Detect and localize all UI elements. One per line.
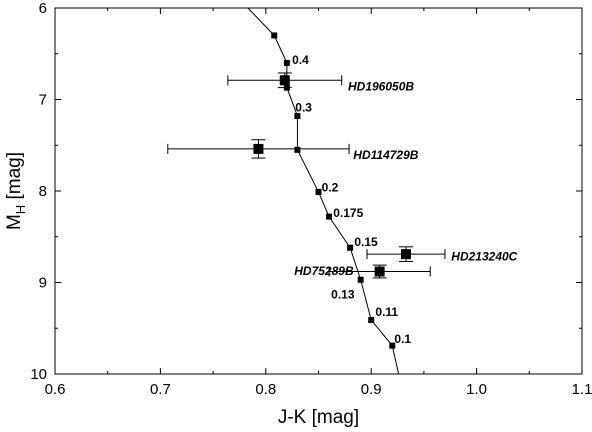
isochrone-track-points	[247, 7, 400, 375]
x-tick-label: 0.9	[361, 381, 382, 398]
mass-label: 0.2	[322, 180, 339, 194]
mass-label: 0.1	[394, 332, 411, 346]
y-axis-title-main: M	[4, 214, 25, 230]
x-tick-label: 1.1	[572, 381, 592, 398]
mass-labels: 0.4 0.3 0.2 0.175 0.15 0.13 0.11 0.1	[292, 53, 411, 346]
companion-point	[253, 143, 264, 154]
y-axis-title: MH [mag]	[4, 152, 28, 230]
track-point	[294, 146, 301, 153]
y-tick-label: 10	[30, 366, 47, 383]
y-axis-ticks: 6 7 8 9 10	[30, 0, 582, 383]
y-axis-title-unit: [mag]	[4, 152, 25, 205]
x-axis-title: J-K [mag]	[278, 407, 359, 428]
mass-label: 0.175	[333, 206, 363, 220]
companion-label: HD213240C	[451, 250, 517, 264]
track-point	[283, 59, 290, 66]
x-axis-ticks: 0.6 0.7 0.8 0.9 1.0 1.1	[45, 8, 592, 398]
companion-point	[400, 249, 411, 260]
mass-label: 0.4	[292, 53, 309, 67]
mass-label: 0.3	[295, 101, 312, 115]
y-tick-label: 7	[39, 92, 47, 109]
companion-label: HD114729B	[353, 148, 418, 162]
x-tick-label: 0.8	[255, 381, 276, 398]
mass-label: 0.15	[354, 235, 378, 249]
x-tick-label: 0.7	[150, 381, 171, 398]
track-point	[294, 112, 301, 119]
y-tick-label: 6	[39, 0, 47, 17]
track-point	[271, 32, 278, 39]
mass-label: 0.11	[375, 305, 398, 319]
x-tick-label: 0.6	[45, 381, 66, 398]
companion-label: HD75289B	[294, 264, 354, 278]
track-point	[315, 188, 322, 195]
y-tick-label: 8	[39, 183, 47, 200]
track-point	[357, 276, 364, 283]
companion-point	[279, 75, 290, 86]
x-tick-label: 1.0	[466, 381, 487, 398]
mass-label: 0.13	[331, 287, 355, 301]
track-point	[347, 244, 354, 251]
y-axis-title-subscript: H	[13, 205, 28, 214]
companion-points: HD196050B HD114729B HD213240C HD75289B	[167, 72, 518, 279]
track-point	[326, 213, 333, 220]
track-point	[368, 317, 375, 324]
companion-label: HD196050B	[348, 79, 414, 93]
track-point	[389, 342, 396, 349]
y-tick-label: 9	[39, 275, 47, 292]
companion-point	[374, 266, 385, 277]
